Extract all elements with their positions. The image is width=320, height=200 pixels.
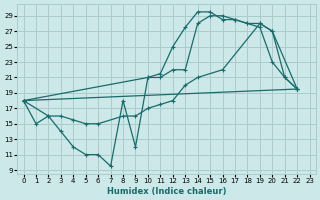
X-axis label: Humidex (Indice chaleur): Humidex (Indice chaleur) xyxy=(107,187,226,196)
